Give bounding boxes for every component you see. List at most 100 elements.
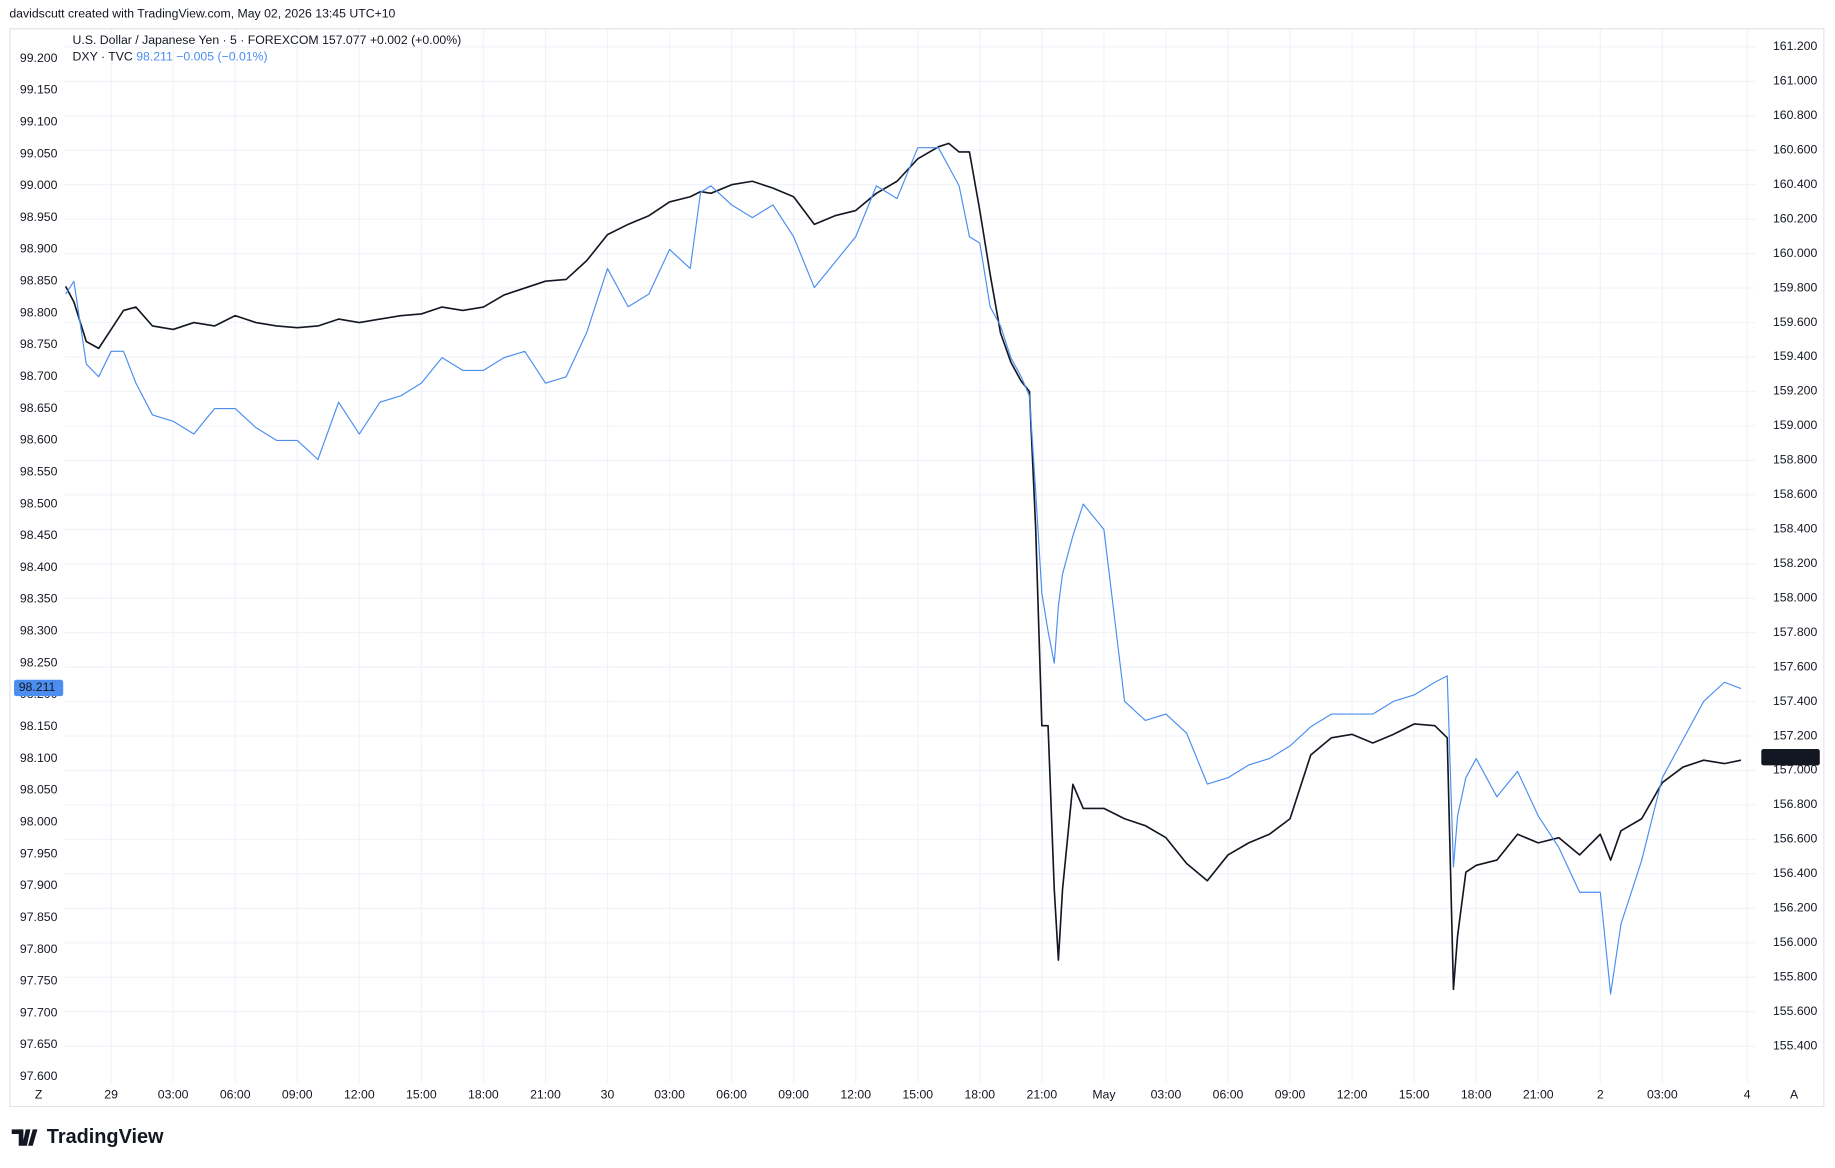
x-tick-label: 18:00: [964, 1088, 995, 1102]
y-tick-label: 98.300: [20, 624, 58, 638]
x-tick-label: 12:00: [344, 1088, 375, 1102]
y-tick-label: 97.950: [20, 846, 58, 860]
x-tick-label: 03:00: [1647, 1088, 1678, 1102]
x-tick-label: 21:00: [1523, 1088, 1554, 1102]
x-tick-label: 09:00: [778, 1088, 809, 1102]
x-tick-label: 09:00: [1275, 1088, 1306, 1102]
y-tick-label: 99.150: [20, 83, 58, 97]
y2-tick-label: 157.000: [1773, 763, 1818, 777]
x-tick-label: 03:00: [654, 1088, 685, 1102]
x-tick-label: 15:00: [406, 1088, 437, 1102]
x-tick-label: 03:00: [1151, 1088, 1182, 1102]
y-tick-label: 98.500: [20, 496, 58, 510]
y-tick-label: 98.100: [20, 751, 58, 765]
y2-tick-label: 159.800: [1773, 280, 1818, 294]
x-tick-label: 12:00: [1337, 1088, 1368, 1102]
x-tick-label: 21:00: [1027, 1088, 1058, 1102]
y2-tick-label: 157.400: [1773, 694, 1818, 708]
x-tick-label: 15:00: [1399, 1088, 1430, 1102]
y-tick-label: 98.400: [20, 560, 58, 574]
x-tick-label: 30: [601, 1088, 615, 1102]
y2-tick-label: 159.200: [1773, 384, 1818, 398]
y2-tick-label: 161.000: [1773, 74, 1818, 88]
series-line: [65, 147, 1742, 995]
logo: TradingView: [11, 1126, 164, 1148]
y-tick-label: 99.050: [20, 146, 58, 160]
y2-tick-label: 157.600: [1773, 659, 1818, 673]
plot: [64, 142, 1742, 995]
y-tick-label: 98.900: [20, 242, 58, 256]
y2-tick-label: 159.000: [1773, 418, 1818, 432]
x-tick-label: 21:00: [530, 1088, 561, 1102]
y-tick-label: 98.550: [20, 464, 58, 478]
y2-tick-label: 156.800: [1773, 797, 1818, 811]
x-tick-label: 09:00: [282, 1088, 313, 1102]
y-tick-label: 97.900: [20, 878, 58, 892]
logo-icon: [11, 1129, 38, 1146]
logo-text: TradingView: [47, 1126, 164, 1148]
last-price-tag: [1761, 749, 1820, 766]
legend-last: 98.211: [136, 50, 173, 64]
y-tick-label: 98.950: [20, 210, 58, 224]
legend-name: DXY · TVC: [73, 50, 133, 64]
axes: 29 03:00 06:00 09:00 12:00 15:00 18:00 21:00 30 0…: [14, 39, 1820, 1102]
last-price-tag: [14, 679, 64, 697]
y2-tick-label: 159.400: [1773, 349, 1818, 363]
timezone-button[interactable]: Z: [35, 1088, 43, 1102]
x-tick-label: 29: [104, 1088, 118, 1102]
y2-tick-label: 155.600: [1773, 1004, 1818, 1018]
y2-tick-label: 161.200: [1773, 39, 1818, 53]
legend-change: −0.005 (−0.01%): [176, 50, 267, 64]
y-tick-label: 98.350: [20, 592, 58, 606]
legend-last: 157.077: [322, 33, 367, 47]
y-tick-label: 98.600: [20, 433, 58, 447]
x-tick-label: May: [1092, 1088, 1116, 1102]
x-tick-label: 18:00: [468, 1088, 499, 1102]
last-price-label: 98.211: [19, 680, 56, 694]
x-tick-label: 2: [1597, 1088, 1604, 1102]
y2-tick-label: 155.800: [1773, 970, 1818, 984]
y-tick-label: 97.750: [20, 974, 58, 988]
x-tick-label: 4: [1744, 1088, 1751, 1102]
y2-tick-label: 158.600: [1773, 487, 1818, 501]
y2-tick-label: 158.800: [1773, 453, 1818, 467]
legend-dxy: DXY · TVC 98.211 −0.005 (−0.01%): [73, 50, 268, 64]
y-tick-label: 98.050: [20, 783, 58, 797]
y2-tick-label: 158.200: [1773, 556, 1818, 570]
x-tick-label: 06:00: [1213, 1088, 1244, 1102]
y-tick-label: 98.650: [20, 401, 58, 415]
y2-tick-label: 156.000: [1773, 935, 1818, 949]
y2-tick-label: 160.800: [1773, 108, 1818, 122]
y-tick-label: 97.700: [20, 1005, 58, 1019]
x-tick-label: 06:00: [716, 1088, 747, 1102]
y2-tick-label: 160.600: [1773, 142, 1818, 156]
y-tick-label: 99.200: [20, 51, 58, 65]
last-price-label: 157.077: [1767, 749, 1812, 763]
y2-tick-label: 160.400: [1773, 177, 1818, 191]
y-tick-label: 97.800: [20, 942, 58, 956]
y2-tick-label: 156.400: [1773, 866, 1818, 880]
y-tick-label: 98.800: [20, 305, 58, 319]
y-tick-label: 98.750: [20, 337, 58, 351]
y-tick-label: 97.850: [20, 910, 58, 924]
auto-scale-button[interactable]: A: [1790, 1088, 1799, 1102]
legend-name: U.S. Dollar / Japanese Yen · 5 · FOREXCO…: [73, 33, 319, 47]
y-tick-label: 99.100: [20, 114, 58, 128]
y2-tick-label: 160.000: [1773, 246, 1818, 260]
y2-tick-label: 158.000: [1773, 590, 1818, 604]
y-tick-label: 98.150: [20, 719, 58, 733]
x-tick-label: 06:00: [220, 1088, 251, 1102]
grid: [64, 29, 1756, 1083]
credit: davidscutt created with TradingView.com,…: [9, 6, 395, 20]
legend-usdjpy: U.S. Dollar / Japanese Yen · 5 · FOREXCO…: [73, 33, 462, 47]
x-tick-label: 15:00: [902, 1088, 933, 1102]
y2-tick-label: 157.800: [1773, 625, 1818, 639]
y2-tick-label: 159.600: [1773, 315, 1818, 329]
y-tick-label: 99.000: [20, 178, 58, 192]
chart-frame: [9, 28, 1825, 1108]
y-tick-label: 97.650: [20, 1037, 58, 1051]
y2-tick-label: 156.600: [1773, 832, 1818, 846]
legend-change: +0.002 (+0.00%): [370, 33, 461, 47]
